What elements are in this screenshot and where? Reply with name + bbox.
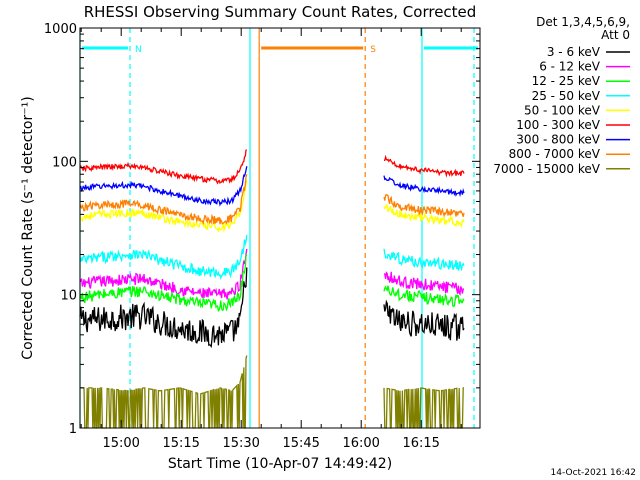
chart-title: RHESSI Observing Summary Count Rates, Co… bbox=[84, 3, 477, 21]
legend-label-800-7000-kev: 800 - 7000 keV bbox=[509, 147, 601, 161]
x-tick-label: 16:15 bbox=[402, 436, 439, 451]
y-tick-label: 10 bbox=[60, 289, 77, 304]
series-12-25-kev bbox=[79, 254, 465, 313]
legend-label-25-50-kev: 25 - 50 keV bbox=[532, 89, 601, 103]
footer-timestamp: 14-Oct-2021 16:42 bbox=[551, 468, 636, 478]
night-interval-line-label: N bbox=[135, 45, 142, 55]
series-line-100-300-kev bbox=[79, 149, 248, 185]
series-line-3-6-kev bbox=[383, 299, 465, 341]
series-line-300-800-kev bbox=[383, 175, 465, 198]
series-100-300-kev bbox=[79, 149, 465, 185]
x-axis-label: Start Time (10-Apr-07 14:49:42) bbox=[168, 456, 392, 472]
series-line-6-12-kev bbox=[383, 271, 465, 296]
legend-label-12-25-kev: 12 - 25 keV bbox=[532, 74, 601, 88]
series-line-3-6-kev bbox=[79, 267, 248, 349]
series-line-100-300-kev bbox=[383, 154, 465, 178]
legend-label-3-6-kev: 3 - 6 keV bbox=[547, 45, 601, 59]
x-tick-label: 15:30 bbox=[222, 436, 259, 451]
series-line-300-800-kev bbox=[79, 166, 248, 207]
y-tick-label: 1 bbox=[69, 422, 77, 437]
x-tick-label: 15:15 bbox=[162, 436, 199, 451]
x-tick-label: 16:00 bbox=[342, 436, 379, 451]
series-line-25-50-kev bbox=[383, 248, 465, 272]
legend-label-7000-15000-kev: 7000 - 15000 keV bbox=[493, 162, 600, 176]
series-line-800-7000-kev bbox=[79, 174, 248, 225]
legend-label-50-100-kev: 50 - 100 keV bbox=[524, 103, 601, 117]
series-300-800-kev bbox=[79, 166, 465, 207]
series-25-50-kev bbox=[79, 234, 465, 281]
saa-interval-line-label: S bbox=[370, 45, 376, 55]
series-6-12-kev bbox=[79, 248, 465, 300]
series-3-6-kev bbox=[79, 267, 465, 349]
series-800-7000-kev bbox=[79, 174, 465, 225]
axes: 1 10 100 1000 15:00 15:15 15:30 15:45 16:00 16:15 bbox=[44, 22, 480, 451]
y-tick-label: 1000 bbox=[44, 22, 77, 37]
series-line-50-100-kev bbox=[79, 180, 248, 233]
legend-label-100-300-kev: 100 - 300 keV bbox=[516, 118, 600, 132]
legend-header: Det 1,3,4,5,6,9, bbox=[536, 15, 630, 29]
series-line-12-25-kev bbox=[383, 285, 465, 308]
y-tick-label: 100 bbox=[52, 155, 77, 170]
series-line-12-25-kev bbox=[79, 254, 248, 313]
series-line-6-12-kev bbox=[79, 248, 248, 300]
series-line-800-7000-kev bbox=[383, 193, 465, 218]
legend-label-300-800-kev: 300 - 800 keV bbox=[516, 133, 600, 147]
legend-label-6-12-kev: 6 - 12 keV bbox=[539, 60, 601, 74]
plot-frame bbox=[79, 27, 481, 429]
series-line-25-50-kev bbox=[79, 234, 248, 281]
legend-header: Att 0 bbox=[601, 28, 630, 42]
x-tick-label: 15:00 bbox=[102, 436, 139, 451]
series-line-50-100-kev bbox=[383, 203, 465, 229]
x-tick-label: 15:45 bbox=[282, 436, 319, 451]
series-line-7000-15000-kev bbox=[383, 387, 464, 429]
y-axis-label: Corrected Count Rate (s⁻¹ detector⁻¹) bbox=[20, 96, 36, 359]
series-50-100-kev bbox=[79, 180, 465, 233]
